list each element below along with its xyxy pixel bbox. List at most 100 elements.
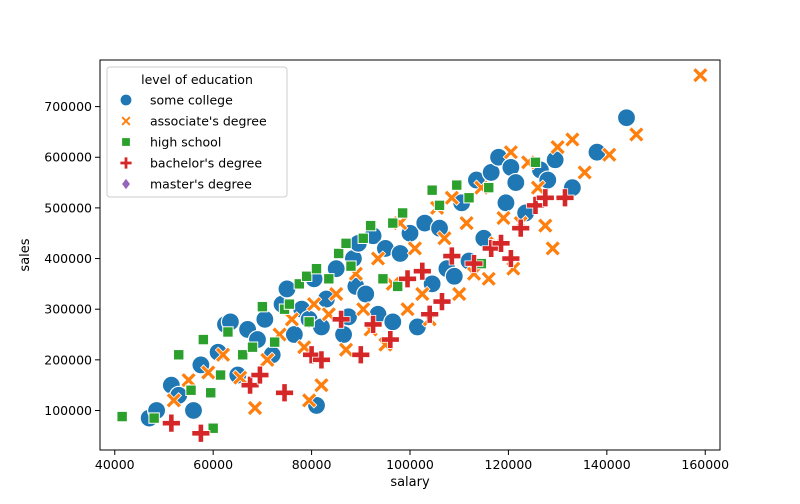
data-point — [481, 162, 501, 183]
data-point — [576, 164, 593, 181]
x-tick-label: 100000 — [386, 457, 434, 472]
data-point — [236, 349, 249, 361]
y-tick-label: 500000 — [44, 200, 92, 215]
x-tick-label: 160000 — [681, 457, 729, 472]
legend-item: bachelor's degree — [119, 156, 262, 171]
data-point — [398, 269, 417, 289]
data-point — [331, 309, 351, 329]
data-point — [464, 254, 484, 274]
legend-label: some college — [150, 93, 233, 108]
legend-item: associate's degree — [120, 114, 267, 129]
x-tick-label: 60000 — [193, 457, 233, 472]
y-tick-label: 600000 — [44, 150, 92, 165]
data-point — [377, 273, 389, 285]
y-axis-ticks: 100000 200000 300000 400000 500000 600000 7000… — [44, 99, 100, 418]
data-point — [183, 400, 204, 421]
y-tick-label: 700000 — [44, 99, 92, 114]
data-point — [205, 387, 217, 399]
data-point — [496, 193, 516, 213]
series-high-school — [116, 156, 542, 434]
data-point — [345, 260, 357, 272]
data-point — [310, 262, 323, 275]
data-point — [426, 184, 438, 196]
data-point — [450, 285, 468, 303]
data-point — [311, 317, 332, 337]
data-point — [483, 181, 495, 194]
data-point — [432, 292, 452, 311]
data-point — [491, 233, 511, 253]
data-point — [564, 131, 581, 148]
legend-marker — [120, 177, 132, 191]
data-point — [240, 375, 260, 395]
legend-marker — [119, 156, 133, 170]
data-point — [407, 317, 427, 337]
data-point — [442, 246, 462, 266]
data-point — [628, 126, 645, 143]
data-point — [283, 311, 301, 328]
y-tick-label: 400000 — [44, 251, 92, 266]
data-point — [535, 188, 555, 208]
data-point — [412, 261, 432, 281]
data-point — [357, 232, 369, 244]
data-point — [255, 309, 275, 329]
data-point — [332, 247, 345, 260]
x-tick-label: 120000 — [485, 457, 533, 472]
legend-box — [106, 66, 288, 198]
data-point — [161, 413, 181, 433]
data-point — [356, 284, 376, 304]
data-point — [191, 423, 211, 443]
data-point — [406, 240, 424, 257]
data-point — [300, 392, 318, 409]
y-tick-label: 300000 — [44, 302, 92, 317]
x-tick-label: 40000 — [95, 457, 135, 472]
x-axis-label: salary — [390, 475, 430, 490]
data-point — [502, 143, 520, 161]
legend-marker — [120, 115, 132, 127]
data-point — [116, 410, 128, 423]
data-point — [463, 192, 475, 204]
data-point — [173, 349, 185, 361]
data-point — [383, 312, 403, 332]
data-point — [355, 300, 372, 318]
legend-marker — [121, 137, 131, 147]
data-point — [214, 369, 227, 381]
data-point — [302, 345, 321, 365]
data-point — [256, 300, 269, 313]
y-tick-label: 200000 — [44, 352, 92, 367]
data-point — [429, 218, 450, 238]
data-point — [303, 316, 315, 328]
data-point — [549, 138, 566, 156]
x-tick-label: 140000 — [583, 457, 631, 472]
data-point — [363, 314, 383, 334]
legend-label: bachelor's degree — [150, 156, 262, 171]
data-point — [259, 351, 276, 369]
data-point — [414, 285, 431, 303]
data-point — [399, 300, 416, 318]
data-point — [387, 217, 399, 229]
data-point — [436, 230, 453, 247]
data-point — [250, 365, 270, 385]
legend-label: associate's degree — [150, 114, 267, 129]
data-point — [337, 341, 355, 358]
data-point — [327, 285, 345, 303]
marks-layer — [116, 66, 709, 443]
data-point — [275, 383, 294, 403]
data-point — [692, 66, 709, 84]
data-point — [222, 326, 234, 338]
data-point — [433, 199, 446, 212]
data-point — [526, 195, 545, 215]
data-point — [364, 219, 377, 232]
data-point — [616, 108, 637, 128]
data-point — [380, 330, 400, 349]
data-point — [313, 376, 330, 394]
data-point — [268, 336, 281, 348]
data-point — [555, 188, 575, 208]
data-point — [396, 207, 409, 219]
data-point — [312, 350, 331, 370]
data-point — [495, 209, 512, 227]
data-point — [148, 412, 160, 424]
data-point — [283, 298, 296, 310]
legend-item: high school — [121, 135, 221, 150]
x-axis-ticks: 40000 60000 80000 100000 120000 140000 160000 — [95, 450, 729, 472]
legend-title: level of education — [141, 72, 253, 87]
